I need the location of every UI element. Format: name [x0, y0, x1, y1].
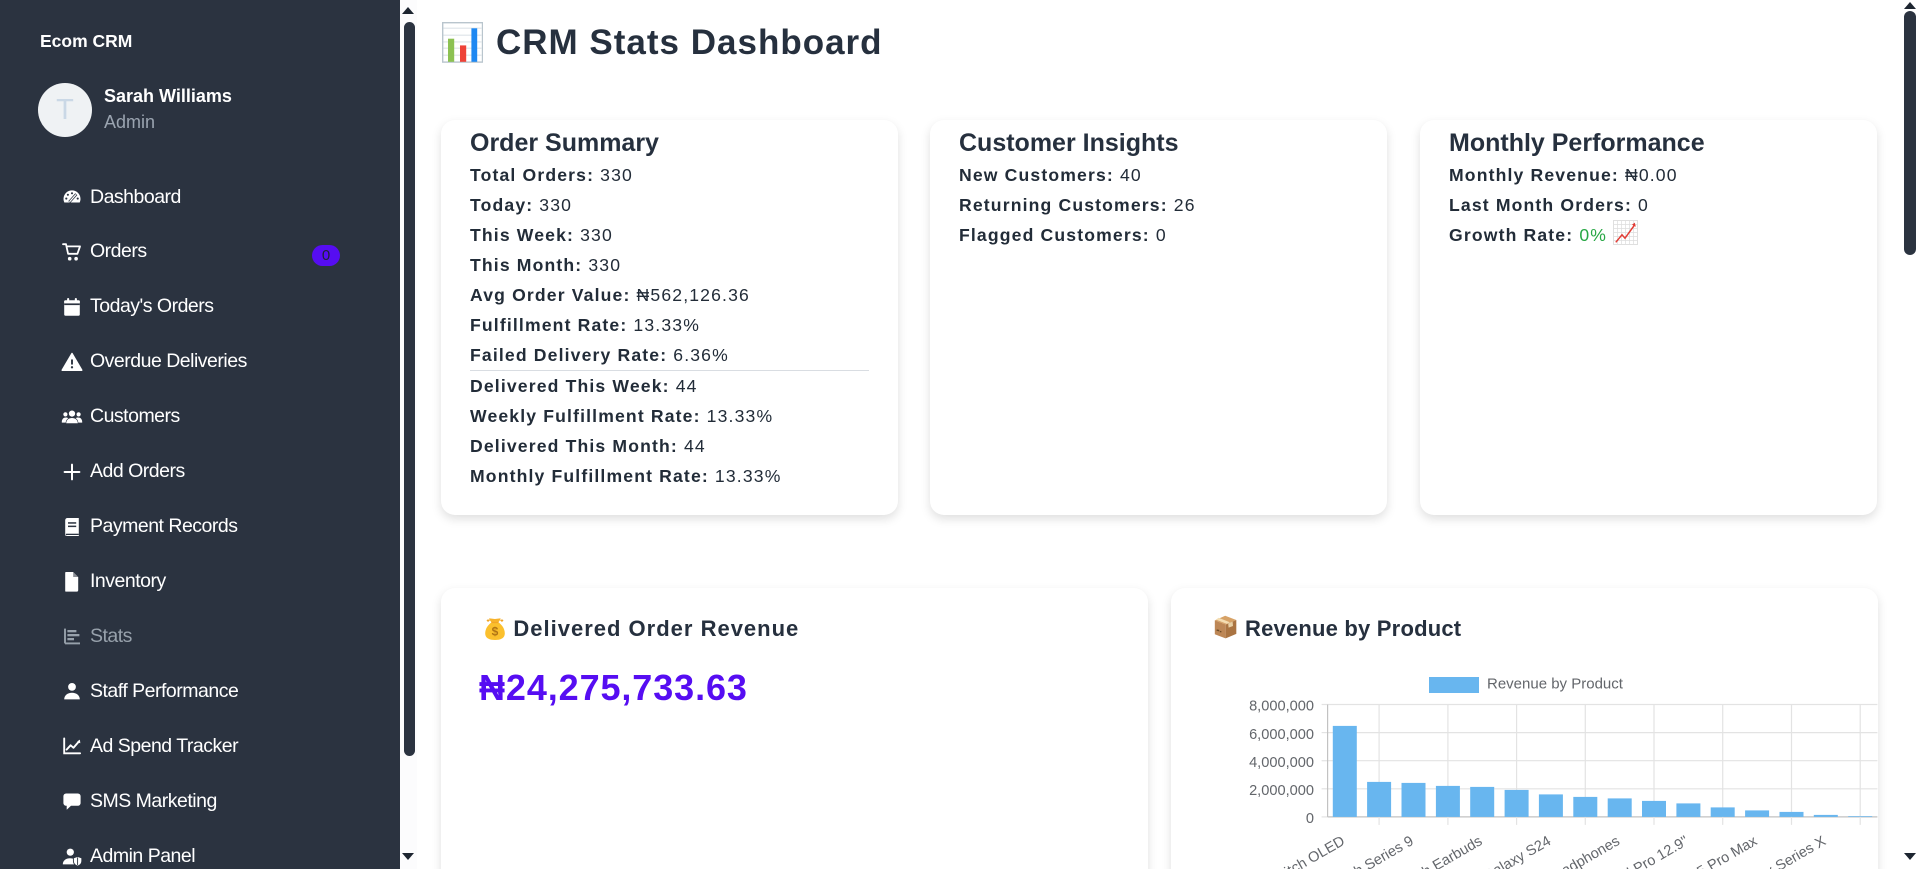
svg-text:4,000,000: 4,000,000 [1249, 755, 1314, 771]
svg-text:8,000,000: 8,000,000 [1249, 699, 1314, 715]
svg-text:0: 0 [1306, 811, 1314, 827]
svg-text:Nintendo Switch OLED: Nintendo Switch OLED [1211, 833, 1348, 869]
svg-text:$: $ [492, 625, 499, 639]
svg-text:6,000,000: 6,000,000 [1249, 727, 1314, 743]
svg-text:2,000,000: 2,000,000 [1249, 783, 1314, 799]
svg-text:Revenue by Product: Revenue by Product [1487, 676, 1624, 693]
